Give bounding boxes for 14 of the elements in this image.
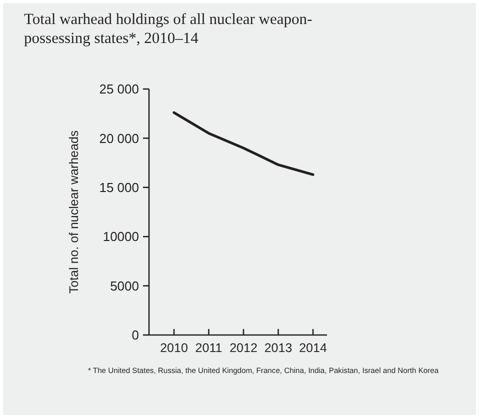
y-tick-label: 5000 (110, 278, 139, 294)
x-tick-label: 2012 (230, 341, 258, 355)
y-tick-label: 25 000 (99, 82, 139, 97)
y-tick-label: 15 000 (99, 180, 139, 195)
y-axis-title: Total no. of nuclear warheads (67, 130, 81, 294)
x-tick-label: 2013 (264, 341, 292, 355)
x-tick-label: 2011 (195, 341, 222, 355)
x-tick-label: 2010 (160, 341, 188, 355)
y-tick-label: 10000 (102, 229, 139, 244)
x-tick-label: 2014 (299, 341, 327, 355)
line-series (172, 111, 314, 176)
y-tick-label: 0 (132, 328, 139, 343)
chart-title: Total warhead holdings of all nuclear weapon- possessing states*, 2010–14 (24, 11, 312, 47)
y-tick-label: 20 000 (99, 130, 139, 146)
